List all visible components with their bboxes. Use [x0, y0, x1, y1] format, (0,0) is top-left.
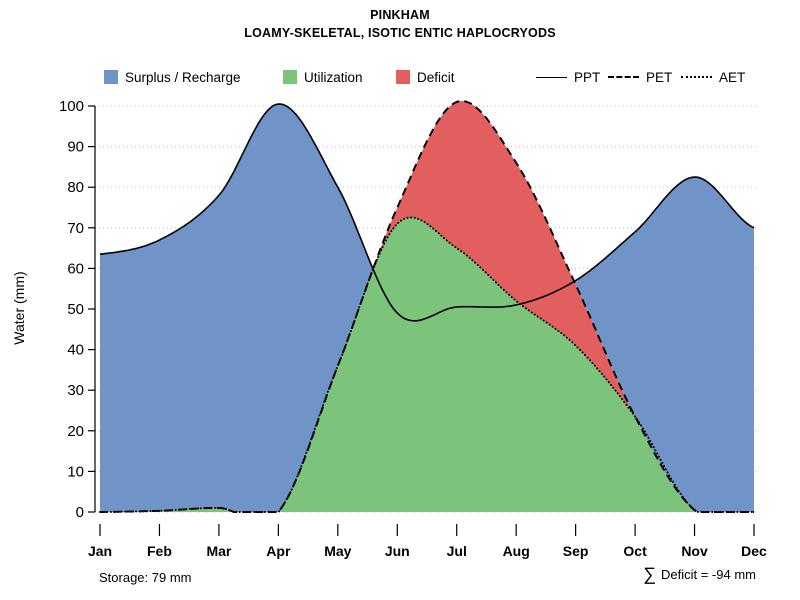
- svg-text:50: 50: [67, 301, 84, 318]
- svg-text:70: 70: [67, 220, 84, 237]
- svg-text:Jun: Jun: [385, 543, 410, 559]
- svg-text:Oct: Oct: [623, 543, 647, 559]
- pet-line-sample: [608, 76, 639, 78]
- svg-text:100: 100: [59, 98, 84, 115]
- y-axis: 0 10 20 30 40 50 60 70 80 90 100: [59, 98, 96, 521]
- svg-text:Apr: Apr: [266, 543, 291, 559]
- y-axis-label: Water (mm): [11, 271, 27, 345]
- svg-text:40: 40: [67, 342, 84, 359]
- legend-label-surplus: Surplus / Recharge: [125, 69, 241, 85]
- svg-text:Feb: Feb: [147, 543, 172, 559]
- svg-text:Dec: Dec: [741, 543, 767, 559]
- legend-label-deficit: Deficit: [417, 69, 455, 85]
- legend-label-ppt: PPT: [574, 69, 601, 85]
- chart-titles: PINKHAM LOAMY-SKELETAL, ISOTIC ENTIC HAP…: [0, 8, 800, 40]
- utilization-swatch: [283, 70, 297, 84]
- legend-item-surplus: Surplus / Recharge: [104, 68, 241, 86]
- svg-text:Jan: Jan: [88, 543, 112, 559]
- svg-text:Sep: Sep: [563, 543, 589, 559]
- legend-label-utilization: Utilization: [304, 69, 363, 85]
- x-axis: Jan Feb Mar Apr May Jun Jul Aug Sep Oct Nov Dec: [88, 524, 767, 559]
- surplus-swatch: [104, 70, 118, 84]
- svg-text:Jul: Jul: [447, 543, 467, 559]
- deficit-annotation: ∑ Deficit = -94 mm: [643, 565, 756, 583]
- area-fills: [100, 101, 754, 512]
- svg-text:May: May: [324, 543, 351, 559]
- legend-item-ppt: PPT: [536, 68, 600, 86]
- ppt-line-sample: [536, 76, 567, 78]
- aet-line-sample: [681, 76, 712, 78]
- svg-text:90: 90: [67, 139, 84, 156]
- svg-text:20: 20: [67, 423, 84, 440]
- svg-text:10: 10: [67, 463, 84, 480]
- svg-text:Mar: Mar: [206, 543, 231, 559]
- svg-text:0: 0: [76, 504, 84, 521]
- svg-text:60: 60: [67, 260, 84, 277]
- svg-text:30: 30: [67, 382, 84, 399]
- chart-title: PINKHAM: [370, 8, 430, 22]
- legend-label-pet: PET: [646, 69, 673, 85]
- chart-legend: Surplus / Recharge Utilization Deficit P…: [0, 68, 800, 86]
- sum-symbol: ∑: [643, 564, 656, 584]
- deficit-text: Deficit = -94 mm: [661, 566, 756, 582]
- svg-text:80: 80: [67, 179, 84, 196]
- legend-item-utilization: Utilization: [283, 68, 363, 86]
- deficit-swatch: [396, 70, 410, 84]
- legend-label-aet: AET: [719, 69, 746, 85]
- svg-text:Aug: Aug: [503, 543, 530, 559]
- legend-item-aet: AET: [681, 68, 745, 86]
- chart-subtitle: LOAMY-SKELETAL, ISOTIC ENTIC HAPLOCRYODS: [244, 26, 556, 40]
- series-lines: [99, 100, 755, 513]
- legend-item-pet: PET: [608, 68, 672, 86]
- svg-text:Nov: Nov: [681, 543, 708, 559]
- legend-item-deficit: Deficit: [396, 68, 455, 86]
- storage-annotation: Storage: 79 mm: [99, 570, 192, 585]
